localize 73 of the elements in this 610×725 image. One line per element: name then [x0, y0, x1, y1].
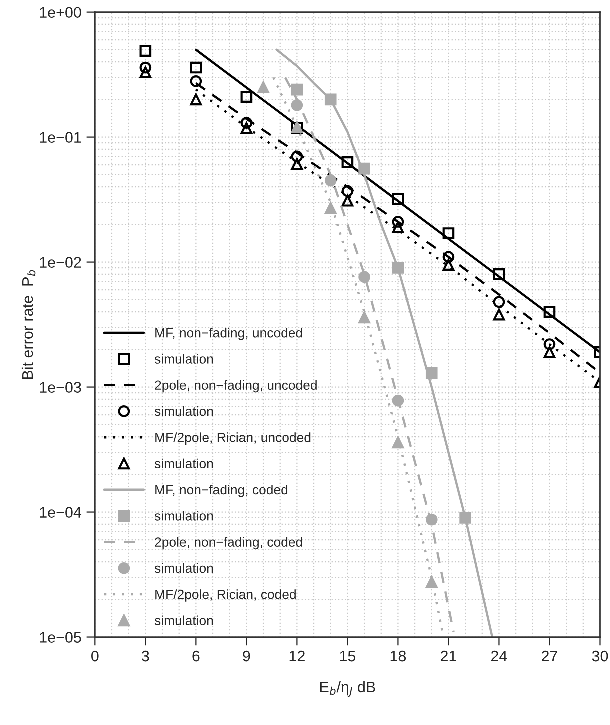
y-tick-label: 1e−04	[40, 507, 82, 518]
x-tick-label: 3	[142, 650, 150, 662]
point	[140, 66, 152, 78]
point	[342, 185, 354, 198]
point	[442, 259, 455, 271]
legend-label: simulation	[154, 616, 214, 626]
point	[392, 222, 404, 234]
point	[324, 174, 337, 187]
point	[426, 367, 438, 379]
point	[544, 338, 556, 350]
y-tick-label: 1e+00	[40, 7, 82, 18]
point	[493, 308, 506, 321]
y-tick-label: 1e−02	[40, 257, 82, 268]
point	[342, 156, 354, 168]
point	[240, 117, 253, 129]
point	[240, 91, 253, 103]
point	[392, 394, 404, 407]
point	[460, 512, 472, 524]
point	[240, 122, 253, 134]
legend-label: MF, non−fading, coded	[156, 484, 288, 498]
legend-label: MF/2pole, Rician, uncoded	[156, 432, 311, 445]
point	[291, 84, 304, 96]
legend-label: MF/2pole, Rician, coded	[156, 590, 296, 602]
y-axis-title: Bit error rate P$_{b}$	[22, 270, 36, 380]
x-tick-label: 15	[340, 651, 356, 662]
point	[342, 194, 354, 207]
point	[392, 216, 404, 228]
point	[426, 514, 438, 526]
point	[291, 100, 304, 112]
point	[392, 193, 404, 206]
point	[544, 346, 556, 358]
legend-label: simulation	[154, 354, 214, 364]
point	[493, 268, 506, 280]
x-tick-label: 0	[92, 650, 99, 662]
y-tick-label: 1e−05	[40, 632, 82, 643]
x-axis-title: E$_{b}$/η$_{J}$ dB	[320, 681, 376, 698]
point	[358, 312, 370, 324]
point	[140, 45, 152, 57]
point	[544, 306, 556, 318]
point	[358, 162, 370, 175]
point	[258, 82, 270, 94]
point	[190, 76, 202, 88]
x-tick-label: 18	[390, 650, 406, 662]
x-tick-label: 12	[290, 650, 305, 662]
point	[493, 296, 506, 308]
point	[291, 150, 304, 163]
point	[190, 94, 202, 106]
point	[140, 62, 152, 74]
point	[442, 251, 455, 264]
legend-label: simulation	[154, 563, 214, 574]
legend-label: 2pole, non−fading, uncoded	[155, 380, 317, 393]
y-tick-label: 1e−03	[40, 382, 82, 393]
x-tick-label: 21	[440, 650, 456, 662]
point	[324, 94, 337, 106]
point	[291, 158, 304, 170]
point	[392, 262, 404, 274]
point	[426, 576, 438, 588]
point	[324, 202, 337, 214]
point	[442, 228, 455, 240]
x-tick-label: 24	[491, 650, 508, 662]
legend-label: simulation	[154, 406, 214, 416]
x-tick-label: 30	[592, 650, 608, 662]
x-tick-label: 9	[243, 650, 250, 662]
legend-label: MF, non−fading, uncoded	[156, 328, 302, 340]
legend-label: simulation	[154, 458, 214, 469]
point	[190, 62, 202, 74]
legend-label: simulation	[154, 511, 214, 521]
x-tick-label: 6	[192, 650, 200, 662]
point	[358, 271, 370, 284]
legend-label: 2pole, non−fading, coded	[155, 537, 302, 550]
x-tick-label: 27	[542, 650, 558, 662]
point	[392, 436, 404, 449]
y-tick-label: 1e−01	[40, 132, 82, 143]
